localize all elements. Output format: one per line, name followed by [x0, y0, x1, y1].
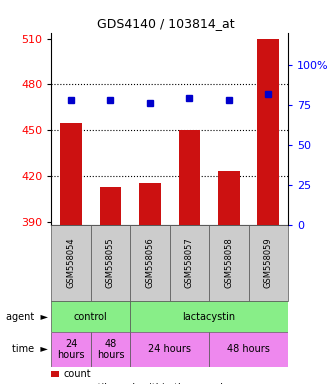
- Bar: [249, 225, 288, 301]
- Text: 24
hours: 24 hours: [57, 339, 85, 360]
- Bar: [209, 332, 288, 367]
- Text: lactacystin: lactacystin: [182, 312, 236, 322]
- Bar: [130, 301, 288, 332]
- Bar: [51, 225, 91, 301]
- Bar: [130, 225, 169, 301]
- Bar: [178, 130, 200, 225]
- Bar: [258, 39, 279, 225]
- Bar: [51, 301, 130, 332]
- Text: time  ►: time ►: [12, 344, 48, 354]
- Text: control: control: [74, 312, 108, 322]
- Bar: [91, 225, 130, 301]
- Text: 48
hours: 48 hours: [97, 339, 124, 360]
- Text: GDS4140 / 103814_at: GDS4140 / 103814_at: [97, 17, 234, 30]
- Bar: [218, 171, 240, 225]
- Text: GSM558055: GSM558055: [106, 238, 115, 288]
- Bar: [130, 332, 209, 367]
- Text: GSM558057: GSM558057: [185, 238, 194, 288]
- Text: GSM558056: GSM558056: [145, 238, 155, 288]
- Text: percentile rank within the sample: percentile rank within the sample: [64, 383, 228, 384]
- Bar: [139, 184, 161, 225]
- Bar: [100, 187, 121, 225]
- Text: 24 hours: 24 hours: [148, 344, 191, 354]
- Text: agent  ►: agent ►: [6, 312, 48, 322]
- Bar: [209, 225, 249, 301]
- Bar: [91, 332, 130, 367]
- Text: count: count: [64, 369, 91, 379]
- Bar: [169, 225, 209, 301]
- Bar: [51, 332, 91, 367]
- Text: 48 hours: 48 hours: [227, 344, 270, 354]
- Text: GSM558059: GSM558059: [264, 238, 273, 288]
- Text: GSM558058: GSM558058: [224, 238, 233, 288]
- Bar: [60, 122, 82, 225]
- Text: GSM558054: GSM558054: [67, 238, 75, 288]
